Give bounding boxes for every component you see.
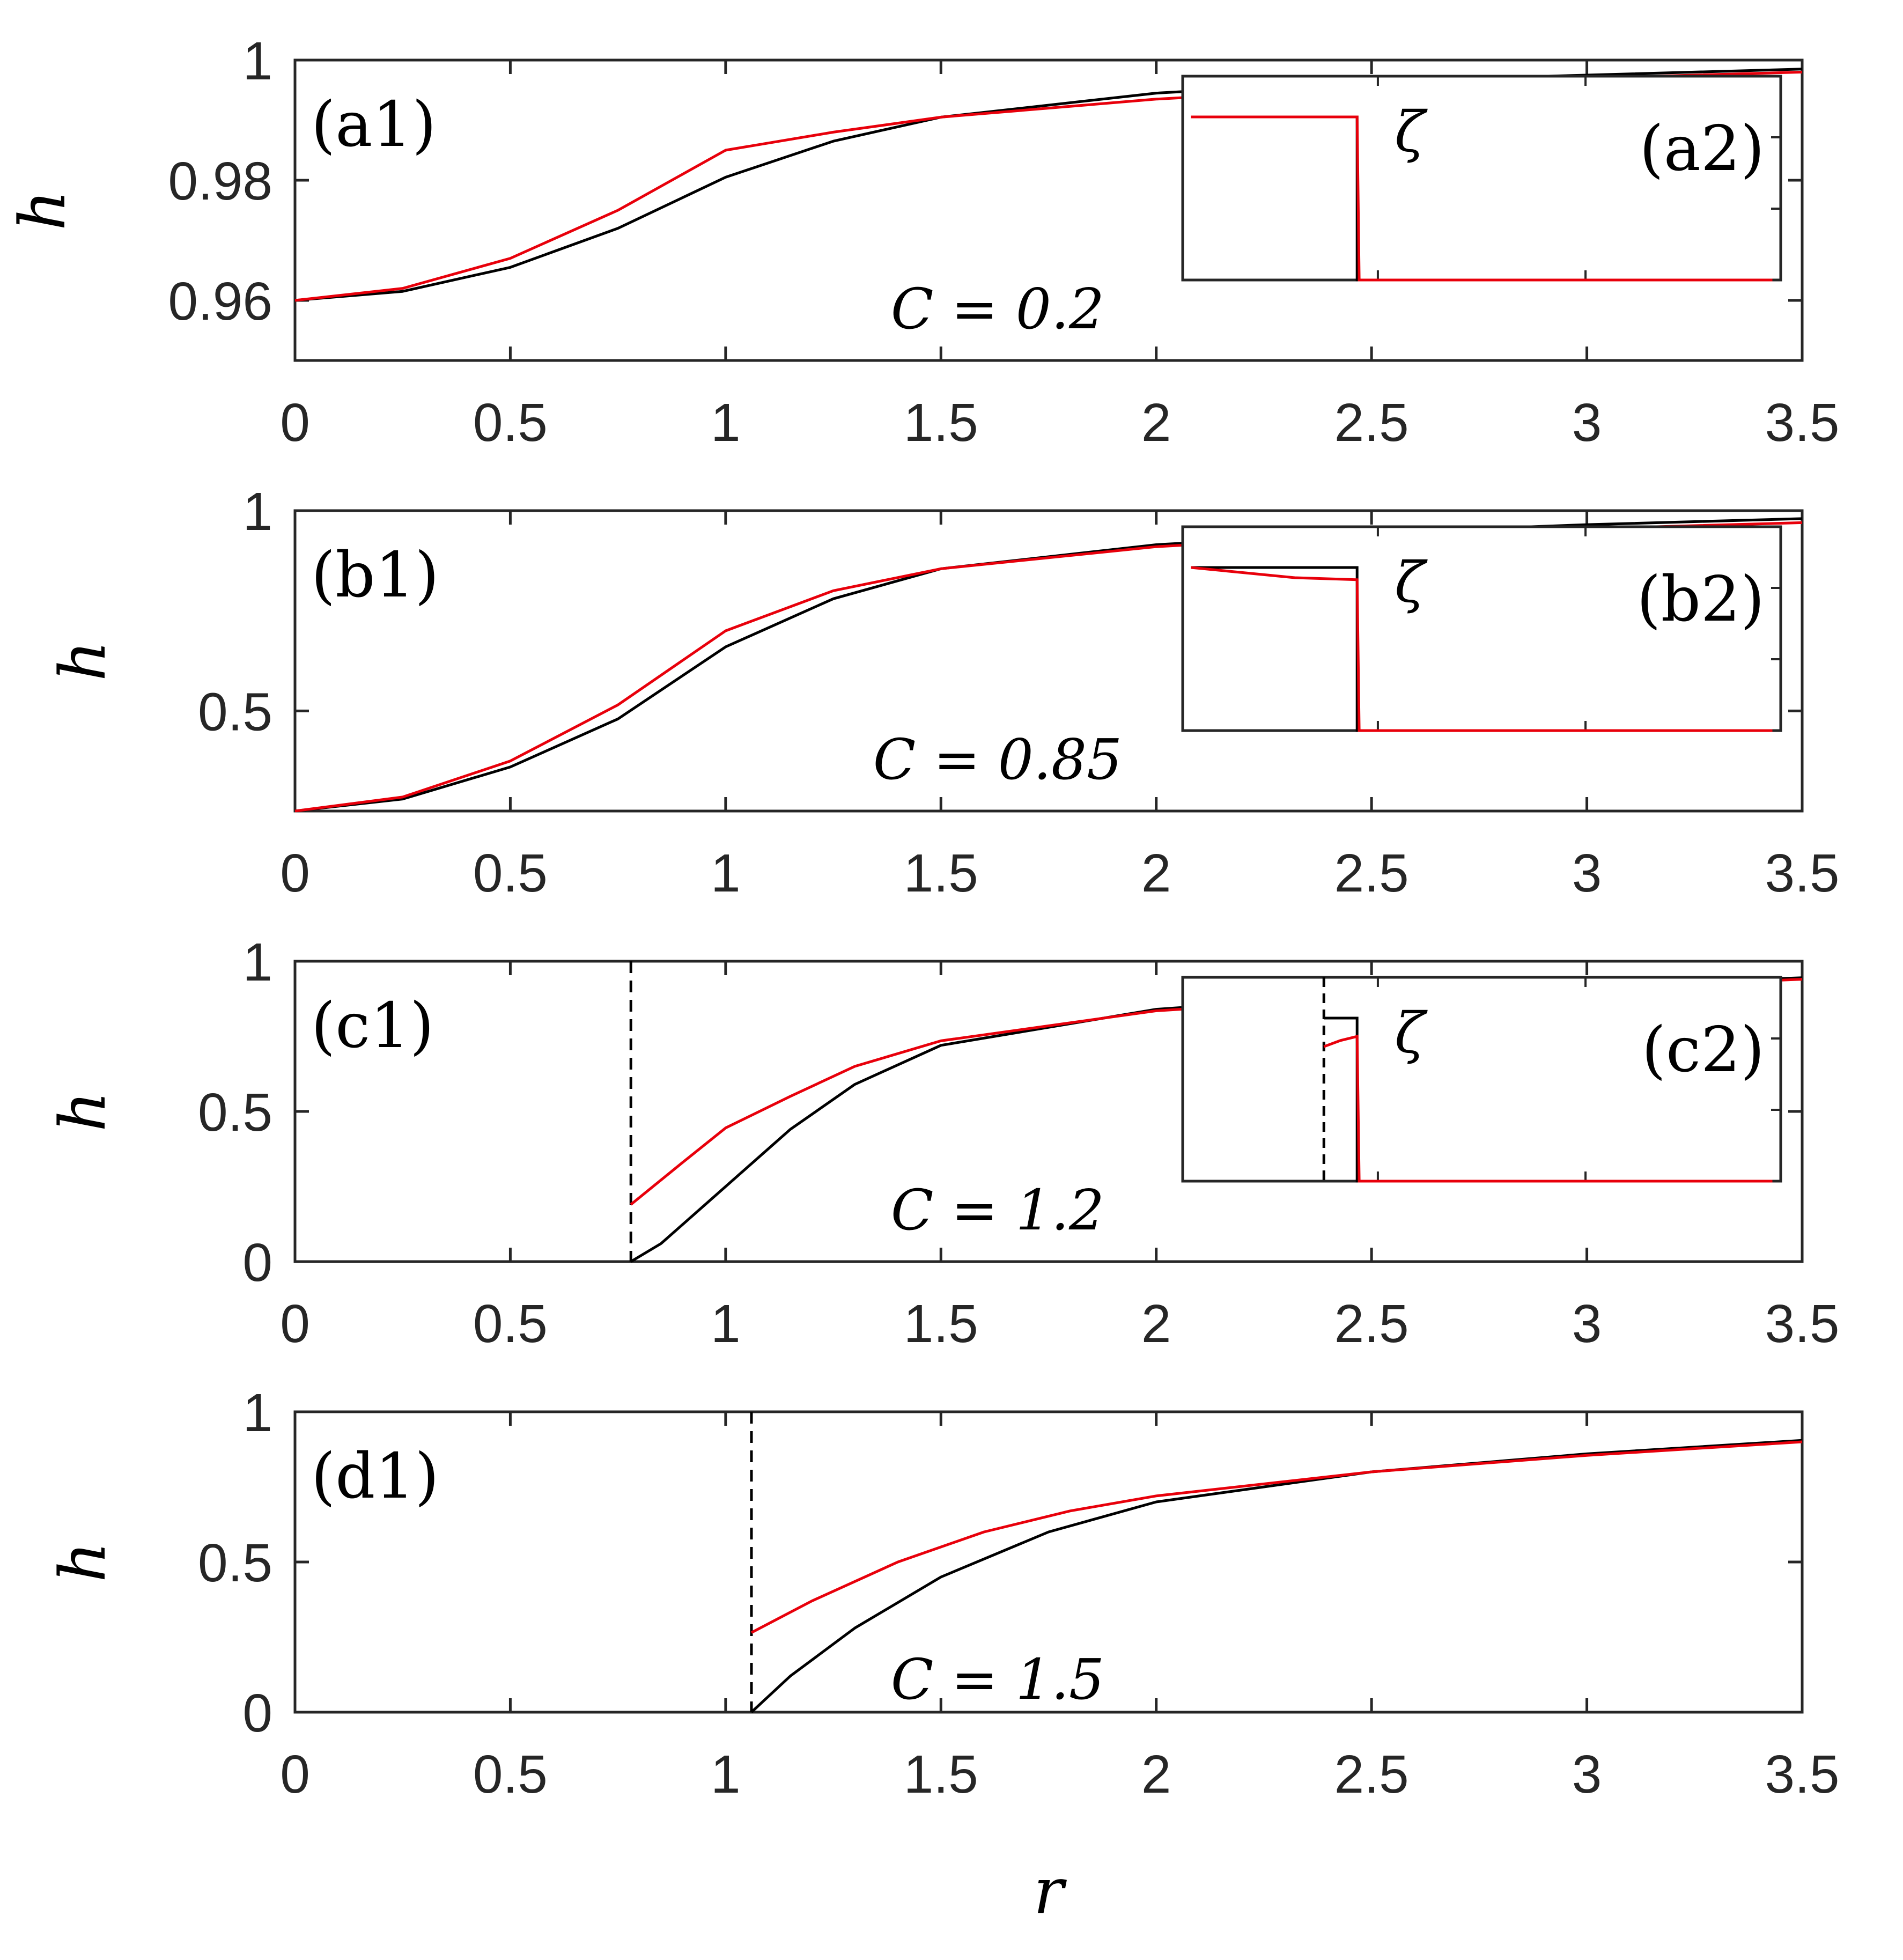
x-tick-label: 1.5 bbox=[904, 1744, 978, 1804]
y-tick-label: 0.5 bbox=[198, 682, 272, 742]
inset-red-line bbox=[1191, 566, 1773, 732]
x-tick-label: 1.5 bbox=[904, 1294, 978, 1354]
inset-zeta-symbol: ζ bbox=[1395, 99, 1428, 165]
x-tick-label: 1 bbox=[711, 393, 741, 453]
x-tick-label: 1 bbox=[711, 1744, 741, 1804]
inset-label: (c2) bbox=[1642, 1014, 1765, 1086]
inset: ζ (c2) bbox=[1181, 976, 1782, 1183]
x-tick-label: 0.5 bbox=[473, 393, 548, 453]
y-axis-label: h bbox=[46, 1542, 120, 1582]
y-tick-label: 0.5 bbox=[198, 1082, 272, 1143]
x-tick-label: 0.5 bbox=[473, 1294, 548, 1354]
x-tick-label: 3.5 bbox=[1765, 1294, 1839, 1354]
y-tick-label: 0 bbox=[242, 1233, 272, 1293]
panel-label: (d1) bbox=[311, 1440, 439, 1513]
y-axis-label: h bbox=[5, 190, 79, 231]
panel-3: 0 0.5 1 1.5 2 2.5 3 3.5 0 0.5 1 h (c1) C = 1.2 ζ (c2) bbox=[46, 932, 1840, 1354]
panels: 0 0.5 1 1.5 2 2.5 3 3.5 0.96 0.98 1 h (a1) C = 0.2 ζ (a… bbox=[5, 31, 1840, 1804]
x-tick-label: 3 bbox=[1572, 1744, 1602, 1804]
y-tick-label: 0.98 bbox=[168, 151, 272, 211]
x-tick-label: 2.5 bbox=[1334, 1744, 1409, 1804]
inset-zeta-symbol: ζ bbox=[1395, 550, 1428, 615]
series-red-line bbox=[750, 1440, 1803, 1634]
x-tick-label: 2.5 bbox=[1334, 1294, 1409, 1354]
x-tick-label: 2 bbox=[1141, 843, 1171, 903]
panel-4: 0 0.5 1 1.5 2 2.5 3 3.5 0 0.5 1 h (d1) C = 1.5 bbox=[46, 1383, 1840, 1804]
annotation: C = 0.85 bbox=[873, 727, 1122, 792]
inset-label: (a2) bbox=[1640, 113, 1765, 185]
annotation: C = 1.2 bbox=[891, 1177, 1104, 1243]
annotation: C = 1.5 bbox=[891, 1647, 1104, 1712]
panel-label: (c1) bbox=[311, 990, 434, 1062]
x-tick-label: 1 bbox=[711, 1294, 741, 1354]
x-tick-label: 3 bbox=[1572, 393, 1602, 453]
x-tick-label: 3.5 bbox=[1765, 393, 1839, 453]
axes-box bbox=[293, 58, 1804, 362]
y-tick-label: 1 bbox=[242, 482, 272, 542]
x-tick-label: 2.5 bbox=[1334, 843, 1409, 903]
inset-box bbox=[1181, 525, 1782, 732]
panel-1: 0 0.5 1 1.5 2 2.5 3 3.5 0.96 0.98 1 h (a1) C = 0.2 ζ (a… bbox=[5, 31, 1840, 453]
inset-box bbox=[1181, 75, 1782, 282]
x-tick-label: 3 bbox=[1572, 843, 1602, 903]
panel-2: 0 0.5 1 1.5 2 2.5 3 3.5 0.5 1 h (b1) C = 0.85 ζ (b2) bbox=[46, 482, 1840, 903]
y-tick-label: 0 bbox=[242, 1683, 272, 1743]
x-axis-label: r bbox=[1034, 1854, 1067, 1928]
y-tick-label: 1 bbox=[242, 932, 272, 992]
inset-red-line bbox=[1323, 1035, 1773, 1183]
x-tick-label: 2 bbox=[1141, 393, 1171, 453]
x-tick-label: 1.5 bbox=[904, 843, 978, 903]
y-axis-label: h bbox=[46, 1091, 120, 1132]
x-tick-label: 3.5 bbox=[1765, 1744, 1839, 1804]
x-tick-label: 3.5 bbox=[1765, 843, 1839, 903]
x-tick-label: 2 bbox=[1141, 1744, 1171, 1804]
x-tick-label: 0 bbox=[280, 393, 310, 453]
inset: ζ (b2) bbox=[1181, 525, 1782, 732]
y-tick-label: 0.5 bbox=[198, 1533, 272, 1593]
panel-label: (b1) bbox=[311, 539, 439, 611]
inset-label: (b2) bbox=[1636, 563, 1765, 636]
x-tick-label: 0.5 bbox=[473, 843, 548, 903]
x-tick-label: 1 bbox=[711, 843, 741, 903]
inset: ζ (a2) bbox=[1181, 75, 1782, 282]
panel-label: (a1) bbox=[311, 89, 436, 161]
x-tick-label: 1.5 bbox=[904, 393, 978, 453]
inset-zeta-symbol: ζ bbox=[1395, 1000, 1428, 1066]
axes-box bbox=[293, 509, 1804, 813]
x-tick-label: 0 bbox=[280, 843, 310, 903]
x-tick-label: 0 bbox=[280, 1294, 310, 1354]
x-tick-label: 0 bbox=[280, 1744, 310, 1804]
annotation: C = 0.2 bbox=[891, 276, 1104, 342]
x-tick-label: 3 bbox=[1572, 1294, 1602, 1354]
inset-red-line bbox=[1191, 115, 1773, 282]
x-tick-label: 2.5 bbox=[1334, 393, 1409, 453]
x-tick-label: 2 bbox=[1141, 1294, 1171, 1354]
y-tick-label: 1 bbox=[242, 1383, 272, 1443]
y-tick-label: 0.96 bbox=[168, 271, 272, 331]
y-axis-label: h bbox=[46, 640, 120, 681]
x-tick-label: 0.5 bbox=[473, 1744, 548, 1804]
y-tick-label: 1 bbox=[242, 31, 272, 91]
